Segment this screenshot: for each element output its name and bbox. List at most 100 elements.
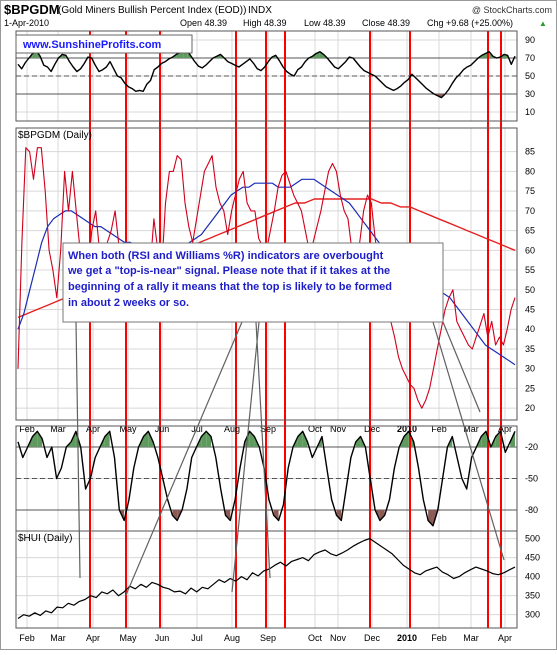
ytick-price-9: 40 [525, 324, 535, 334]
ytick-price-10: 35 [525, 344, 535, 354]
ytick-price-4: 65 [525, 226, 535, 236]
panel-border-price [15, 127, 518, 421]
overbought-fill-wr-99 [495, 431, 501, 447]
pointer-line-6 [442, 321, 481, 413]
ytick-rsi-3: 30 [525, 89, 535, 99]
xtick-hui-10: Dec [364, 633, 381, 643]
ytick-price-12: 25 [525, 383, 535, 393]
ytick-wr-1: -50 [525, 474, 538, 484]
xtick-hui-6: Aug [224, 633, 240, 643]
xtick-hui-0: Feb [19, 633, 35, 643]
xtick-price-9: Nov [330, 424, 347, 434]
oversold-fill-wr-32 [172, 510, 178, 521]
xtick-hui-13: Mar [463, 633, 479, 643]
xtick-price-13: Mar [463, 424, 479, 434]
xtick-price-1: Mar [50, 424, 66, 434]
xtick-price-6: Aug [224, 424, 240, 434]
exchange-label: INDX [248, 5, 272, 16]
rsi-line [17, 50, 516, 99]
link-box [15, 34, 193, 54]
xtick-price-4: Jun [155, 424, 170, 434]
ytick-price-11: 30 [525, 364, 535, 374]
sunshine-link[interactable]: www.SunshineProfits.com [22, 39, 162, 51]
xtick-hui-8: Oct [308, 633, 323, 643]
overbought-fill-rsi-82 [319, 51, 324, 58]
ytick-wr-0: -20 [525, 442, 538, 452]
oversold-fill-wr-66 [336, 510, 342, 521]
ytick-price-0: 85 [525, 147, 535, 157]
ytick-rsi-2: 50 [525, 71, 535, 81]
ytick-hui-0: 500 [525, 534, 540, 544]
williams-r-line [17, 430, 516, 527]
annotation-line-2: we get a "top-is-near" signal. Please no… [67, 265, 390, 277]
overbought-fill-wr-70 [355, 436, 361, 447]
panel-border-rsi [15, 30, 518, 122]
annotation-line-3: beginning of a rally it means that the t… [68, 281, 392, 293]
ytick-hui-3: 350 [525, 591, 540, 601]
ytick-rsi-0: 90 [525, 35, 535, 45]
xtick-hui-7: Sep [260, 633, 276, 643]
ytick-price-2: 75 [525, 186, 535, 196]
hui-panel-title: $HUI (Daily) [18, 533, 72, 544]
ytick-price-3: 70 [525, 206, 535, 216]
xtick-price-8: Oct [308, 424, 323, 434]
change-value: Chg +9.68 (+25.00%) [427, 18, 513, 28]
pointer-line-2 [231, 321, 260, 593]
ytick-wr-2: -80 [525, 505, 538, 515]
oversold-fill-wr-85 [428, 510, 433, 526]
overbought-fill-wr-4 [37, 431, 43, 447]
oversold-fill-wr-53 [273, 510, 279, 521]
pointer-line-1 [75, 321, 81, 579]
xtick-hui-2: Apr [86, 633, 100, 643]
oversold-fill-wr-75 [379, 510, 385, 521]
hui-line [17, 537, 516, 619]
symbol-title: $BPGDM [4, 2, 60, 17]
date-label: 1-Apr-2010 [4, 18, 49, 28]
xtick-hui-12: Feb [431, 633, 447, 643]
copyright-label: @ StockCharts.com [472, 5, 552, 15]
xtick-hui-11: 2010 [397, 633, 417, 643]
annotation-box [62, 242, 444, 323]
ytick-price-8: 45 [525, 305, 535, 315]
low-value: Low 48.39 [304, 18, 346, 28]
ytick-price-5: 60 [525, 245, 535, 255]
overbought-fill-rsi-43 [176, 52, 180, 58]
ytick-hui-1: 450 [525, 553, 540, 563]
price-panel-title: $BPGDM (Daily) [18, 130, 92, 141]
panel-borders [15, 30, 518, 629]
annotation-line-4: in about 2 weeks or so. [68, 297, 189, 309]
up-arrow-icon: ▲ [539, 19, 547, 28]
xtick-hui-1: Mar [50, 633, 66, 643]
annotation-line-1: When both (RSI and Williams %R) indicato… [68, 250, 384, 262]
close-value: Close 48.39 [362, 18, 410, 28]
signal-lines [89, 31, 502, 628]
xtick-hui-14: Apr [498, 633, 512, 643]
panel-border-hui [15, 530, 518, 629]
ytick-rsi-4: 10 [525, 107, 535, 117]
overbought-fill-wr-3 [32, 431, 38, 447]
ytick-price-13: 20 [525, 403, 535, 413]
xtick-hui-9: Nov [330, 633, 347, 643]
xtick-price-2: Apr [86, 424, 100, 434]
overbought-fill-wr-80 [404, 431, 409, 447]
index-name: (Gold Miners Bullish Percent Index (EOD)… [58, 5, 246, 16]
xtick-hui-5: Jul [191, 633, 203, 643]
xtick-price-10: Dec [364, 424, 381, 434]
ytick-hui-4: 300 [525, 610, 540, 620]
ytick-price-6: 55 [525, 265, 535, 275]
pointer-line-5 [432, 321, 505, 561]
xtick-price-7: Sep [260, 424, 276, 434]
xtick-hui-4: Jun [155, 633, 170, 643]
xtick-price-11: 2010 [397, 424, 417, 434]
xtick-hui-3: May [119, 633, 137, 643]
oversold-fill-wr-43 [225, 510, 231, 521]
overbought-fill-wr-58 [297, 431, 303, 447]
ytick-hui-2: 400 [525, 572, 540, 582]
pointer-line-4 [255, 321, 271, 579]
xtick-price-3: May [119, 424, 137, 434]
ytick-rsi-1: 70 [525, 53, 535, 63]
open-value: Open 48.39 [180, 18, 227, 28]
